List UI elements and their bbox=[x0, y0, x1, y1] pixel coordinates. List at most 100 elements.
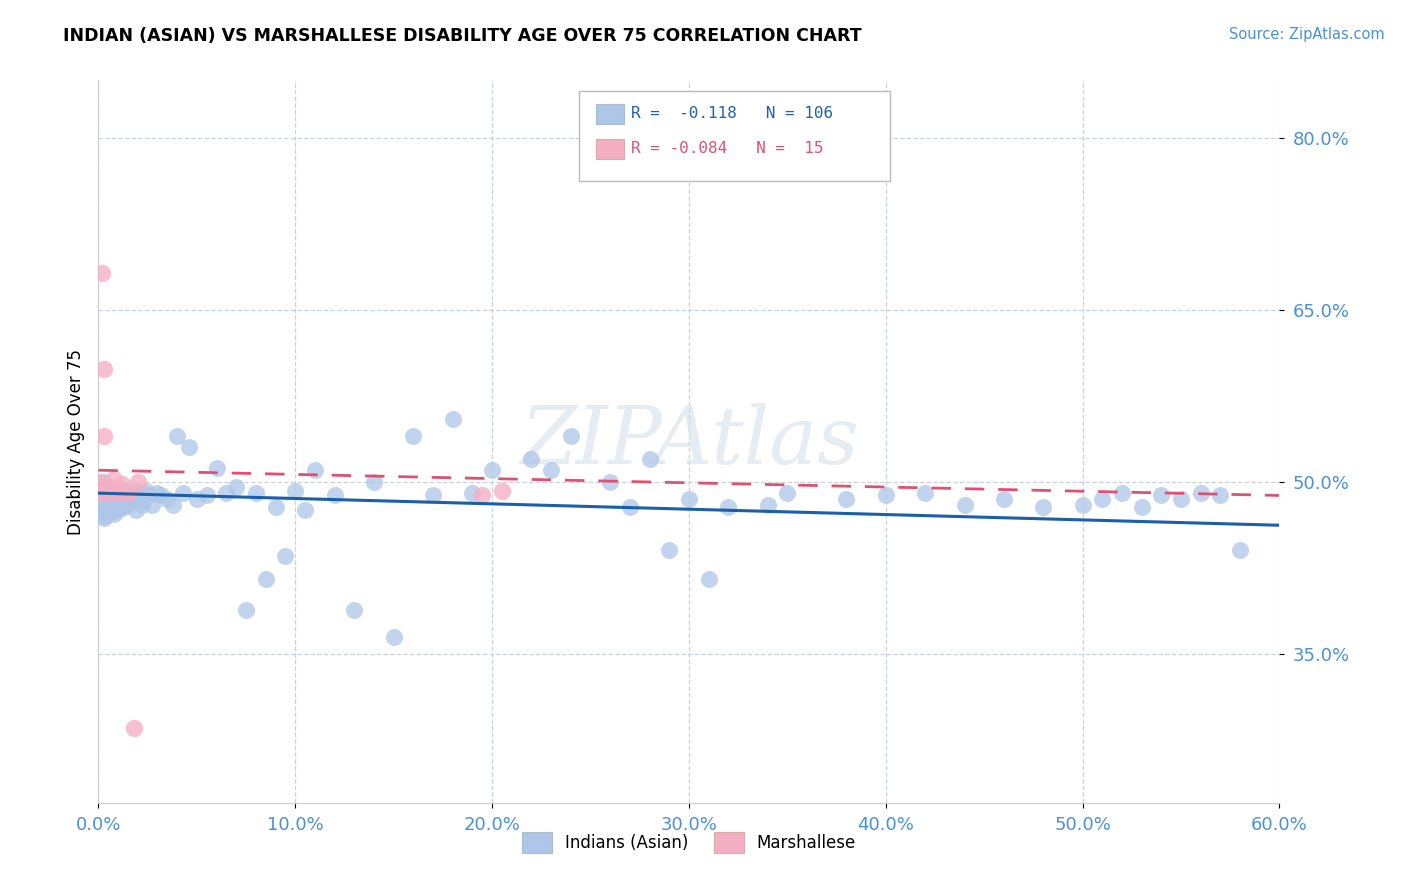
Point bbox=[91, 266, 114, 280]
Point bbox=[97, 486, 120, 500]
Point bbox=[112, 491, 135, 506]
Point bbox=[1229, 543, 1251, 558]
Point bbox=[93, 488, 115, 502]
Y-axis label: Disability Age Over 75: Disability Age Over 75 bbox=[66, 349, 84, 534]
Point bbox=[304, 463, 326, 477]
Point bbox=[111, 498, 134, 512]
Point bbox=[89, 498, 111, 512]
Text: INDIAN (ASIAN) VS MARSHALLESE DISABILITY AGE OVER 75 CORRELATION CHART: INDIAN (ASIAN) VS MARSHALLESE DISABILITY… bbox=[63, 27, 862, 45]
Point bbox=[103, 498, 125, 512]
Point bbox=[835, 491, 858, 506]
Point bbox=[111, 477, 134, 491]
Text: R = -0.084   N =  15: R = -0.084 N = 15 bbox=[631, 141, 824, 155]
Point bbox=[343, 603, 366, 617]
Point bbox=[1111, 486, 1133, 500]
Point bbox=[107, 486, 129, 500]
Point bbox=[108, 500, 131, 514]
Point bbox=[166, 429, 188, 443]
Point bbox=[103, 472, 125, 486]
Point bbox=[111, 483, 134, 498]
Point bbox=[93, 511, 115, 525]
Point bbox=[638, 451, 661, 466]
Point bbox=[98, 483, 121, 498]
Point bbox=[1209, 488, 1232, 502]
Point bbox=[96, 483, 118, 498]
Point bbox=[1189, 486, 1212, 500]
Point bbox=[658, 543, 681, 558]
Point bbox=[96, 500, 118, 514]
Point bbox=[993, 491, 1015, 506]
Point bbox=[103, 507, 125, 521]
Point bbox=[599, 475, 621, 489]
Point bbox=[117, 498, 139, 512]
Point bbox=[914, 486, 936, 500]
Point bbox=[121, 495, 143, 509]
Point bbox=[93, 475, 115, 489]
Point bbox=[96, 495, 118, 509]
Point bbox=[89, 486, 111, 500]
Point bbox=[225, 480, 247, 494]
Point bbox=[1091, 491, 1114, 506]
Point bbox=[520, 451, 543, 466]
Point bbox=[97, 480, 120, 494]
Point bbox=[254, 572, 277, 586]
Point bbox=[756, 498, 779, 512]
Point bbox=[93, 362, 115, 376]
Point bbox=[953, 498, 976, 512]
Point bbox=[156, 491, 179, 506]
Point bbox=[491, 483, 513, 498]
Point bbox=[105, 491, 128, 506]
Point bbox=[177, 440, 200, 454]
Point bbox=[89, 475, 111, 489]
Point bbox=[146, 486, 169, 500]
Point bbox=[105, 500, 128, 514]
Point bbox=[89, 486, 111, 500]
Point bbox=[135, 483, 157, 498]
Point bbox=[172, 486, 194, 500]
Point bbox=[98, 486, 121, 500]
Point bbox=[235, 603, 257, 617]
Point bbox=[112, 500, 135, 514]
Point bbox=[115, 483, 138, 498]
Point bbox=[127, 483, 149, 498]
Point bbox=[441, 411, 464, 425]
Point bbox=[875, 488, 897, 502]
Point bbox=[245, 486, 267, 500]
Point bbox=[125, 503, 148, 517]
Point bbox=[103, 488, 125, 502]
Point bbox=[107, 495, 129, 509]
Point bbox=[471, 488, 494, 502]
Point bbox=[117, 486, 139, 500]
Point bbox=[91, 483, 114, 498]
Point bbox=[481, 463, 503, 477]
Point bbox=[91, 480, 114, 494]
Point bbox=[98, 500, 121, 514]
Point bbox=[1150, 488, 1173, 502]
Point bbox=[717, 500, 740, 514]
Point bbox=[118, 488, 141, 502]
Point bbox=[619, 500, 641, 514]
Point bbox=[98, 491, 121, 506]
Point bbox=[382, 630, 405, 644]
Point bbox=[93, 509, 115, 524]
Point bbox=[162, 498, 184, 512]
Point bbox=[697, 572, 720, 586]
Point bbox=[101, 503, 124, 517]
Point bbox=[107, 486, 129, 500]
Point bbox=[1130, 500, 1153, 514]
Point bbox=[540, 463, 562, 477]
Text: Source: ZipAtlas.com: Source: ZipAtlas.com bbox=[1229, 27, 1385, 42]
Point bbox=[136, 488, 159, 502]
Point bbox=[91, 491, 114, 506]
Point bbox=[422, 488, 444, 502]
Point bbox=[122, 721, 145, 735]
Point bbox=[402, 429, 425, 443]
Point bbox=[195, 488, 218, 502]
Point bbox=[1170, 491, 1192, 506]
Point bbox=[560, 429, 582, 443]
Point bbox=[97, 498, 120, 512]
Point bbox=[1032, 500, 1054, 514]
Text: ZIPAtlas: ZIPAtlas bbox=[520, 403, 858, 480]
Point bbox=[284, 483, 307, 498]
Point bbox=[101, 488, 124, 502]
